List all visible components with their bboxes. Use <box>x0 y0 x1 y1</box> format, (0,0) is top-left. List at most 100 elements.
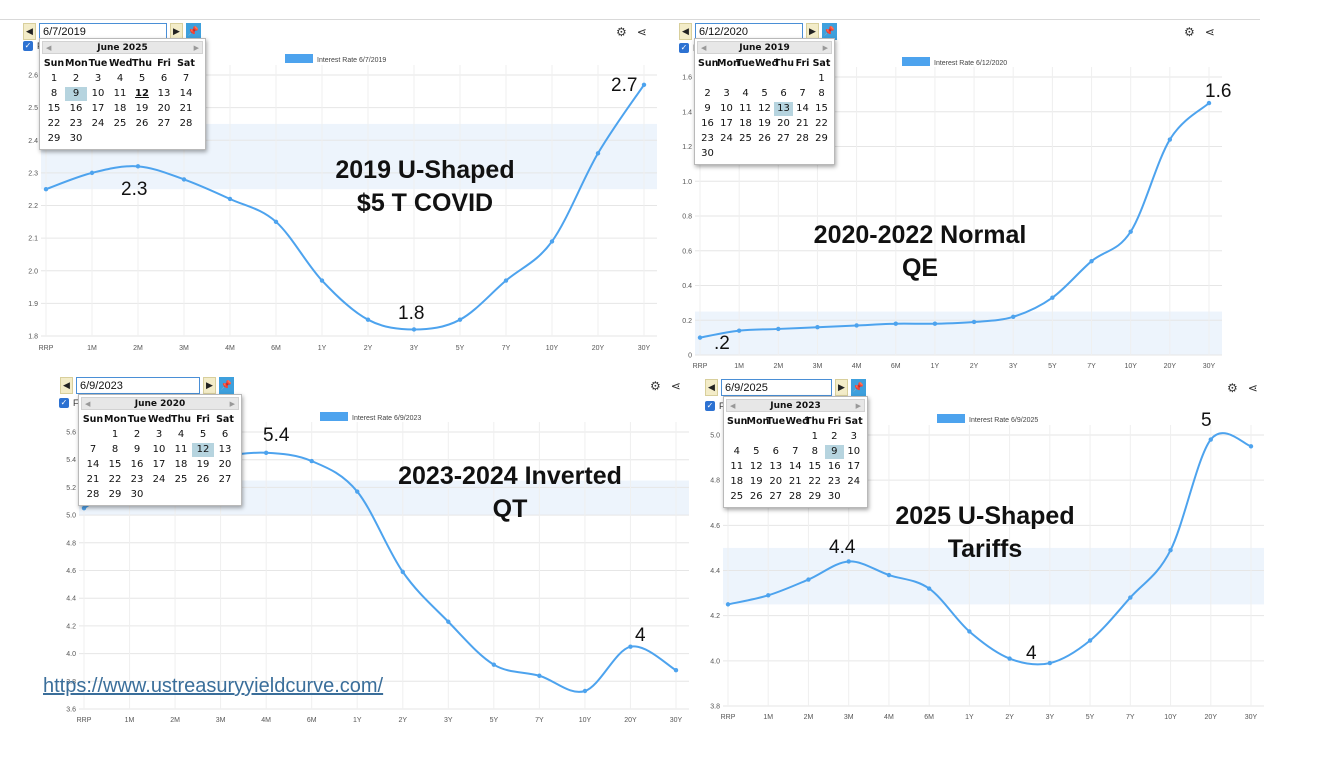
calendar-day[interactable]: 24 <box>152 474 166 485</box>
calendar-day[interactable]: 22 <box>808 476 822 487</box>
prev-month-icon[interactable]: ◀ <box>85 399 91 408</box>
calendar-day[interactable]: 28 <box>179 118 193 129</box>
calendar-day[interactable]: 25 <box>739 133 752 144</box>
prev-date-button[interactable]: ◀ <box>60 377 73 394</box>
calendar-day[interactable]: 1 <box>50 73 58 84</box>
calendar-day[interactable]: 12 <box>758 103 771 114</box>
date-input[interactable] <box>76 377 200 394</box>
series-checkbox[interactable]: ✓ <box>23 41 33 51</box>
calendar-day[interactable]: 11 <box>113 88 127 99</box>
calendar-day[interactable]: 12 <box>749 461 763 472</box>
calendar-day[interactable]: 25 <box>174 474 188 485</box>
calendar-day[interactable]: 29 <box>47 133 61 144</box>
calendar-day[interactable]: 26 <box>196 474 210 485</box>
calendar-day[interactable]: 25 <box>113 118 127 129</box>
date-input[interactable] <box>695 23 803 40</box>
calendar-day[interactable]: 4 <box>116 73 124 84</box>
calendar-day[interactable]: 11 <box>739 103 752 114</box>
prev-month-icon[interactable]: ◀ <box>730 401 736 410</box>
calendar-day[interactable]: 19 <box>758 118 771 129</box>
calendar-day[interactable]: 16 <box>69 103 83 114</box>
pin-icon[interactable]: 📌 <box>822 23 837 40</box>
calendar-day[interactable]: 9 <box>824 445 844 459</box>
calendar-day[interactable]: 30 <box>130 489 144 500</box>
calendar-day[interactable]: 24 <box>847 476 861 487</box>
calendar-day[interactable]: 30 <box>69 133 83 144</box>
calendar-day[interactable]: 18 <box>739 118 752 129</box>
calendar-day[interactable]: 13 <box>218 444 232 455</box>
calendar-day[interactable]: 24 <box>91 118 105 129</box>
calendar-day[interactable]: 4 <box>733 446 740 457</box>
calendar-day[interactable]: 17 <box>847 461 861 472</box>
calendar-day[interactable]: 7 <box>799 88 806 99</box>
calendar-day[interactable]: 7 <box>792 446 799 457</box>
calendar-day[interactable]: 28 <box>86 489 100 500</box>
calendar-day[interactable]: 20 <box>769 476 783 487</box>
calendar-day[interactable]: 2 <box>133 429 141 440</box>
next-month-icon[interactable]: ▶ <box>193 43 199 52</box>
prev-date-button[interactable]: ◀ <box>23 23 36 40</box>
calendar-day[interactable]: 26 <box>758 133 771 144</box>
calendar-day[interactable]: 15 <box>108 459 122 470</box>
series-checkbox[interactable]: ✓ <box>705 401 715 411</box>
pin-icon[interactable]: 📌 <box>186 23 201 40</box>
next-date-button[interactable]: ▶ <box>203 377 216 394</box>
calendar-day[interactable]: 24 <box>720 133 733 144</box>
calendar-day[interactable]: 10 <box>91 88 105 99</box>
calendar-day[interactable]: 23 <box>701 133 714 144</box>
calendar-day[interactable]: 8 <box>111 444 119 455</box>
calendar-day[interactable]: 8 <box>818 88 825 99</box>
pin-icon[interactable]: 📌 <box>219 377 234 394</box>
date-input[interactable] <box>721 379 832 396</box>
calendar-day[interactable]: 5 <box>199 429 207 440</box>
calendar-day[interactable]: 20 <box>777 118 790 129</box>
calendar-day[interactable]: 2 <box>831 431 838 442</box>
calendar-day[interactable]: 27 <box>157 118 171 129</box>
gear-icon[interactable]: ⚙ <box>1227 381 1238 395</box>
calendar-day[interactable]: 4 <box>177 429 185 440</box>
series-checkbox[interactable]: ✓ <box>59 398 69 408</box>
calendar-day[interactable]: 17 <box>91 103 105 114</box>
calendar-day[interactable]: 10 <box>847 446 861 457</box>
calendar-day[interactable]: 14 <box>86 459 100 470</box>
calendar-day[interactable]: 29 <box>815 133 828 144</box>
gear-icon[interactable]: ⚙ <box>1184 25 1195 39</box>
calendar-day[interactable]: 5 <box>761 88 768 99</box>
calendar-day[interactable]: 15 <box>808 461 822 472</box>
calendar-day[interactable]: 9 <box>704 103 711 114</box>
calendar-day[interactable]: 12 <box>192 443 214 457</box>
calendar-day[interactable]: 27 <box>218 474 232 485</box>
calendar-day[interactable]: 15 <box>47 103 61 114</box>
calendar-day[interactable]: 26 <box>749 491 763 502</box>
gear-icon[interactable]: ⚙ <box>616 25 627 39</box>
calendar-day[interactable]: 17 <box>720 118 733 129</box>
calendar-day[interactable]: 3 <box>155 429 163 440</box>
calendar-day[interactable]: 14 <box>179 88 193 99</box>
calendar-day[interactable]: 21 <box>796 118 809 129</box>
calendar-day[interactable]: 3 <box>850 431 857 442</box>
calendar-day[interactable]: 9 <box>65 87 87 101</box>
calendar-day[interactable]: 15 <box>815 103 828 114</box>
calendar-day[interactable]: 17 <box>152 459 166 470</box>
calendar-day[interactable]: 18 <box>113 103 127 114</box>
calendar-day[interactable]: 11 <box>174 444 188 455</box>
share-icon[interactable]: ⋖ <box>1204 25 1215 39</box>
calendar-day[interactable]: 19 <box>135 103 149 114</box>
date-input[interactable] <box>39 23 167 40</box>
calendar-day[interactable]: 4 <box>742 88 749 99</box>
calendar-day[interactable]: 6 <box>780 88 787 99</box>
calendar-day[interactable]: 30 <box>827 491 841 502</box>
prev-month-icon[interactable]: ◀ <box>701 43 707 52</box>
calendar-day[interactable]: 5 <box>138 73 146 84</box>
calendar-day[interactable]: 29 <box>108 489 122 500</box>
calendar-day[interactable]: 29 <box>808 491 822 502</box>
calendar-day[interactable]: 6 <box>772 446 779 457</box>
calendar-day[interactable]: 26 <box>135 118 149 129</box>
next-month-icon[interactable]: ▶ <box>229 399 235 408</box>
share-icon[interactable]: ⋖ <box>636 25 647 39</box>
calendar-day[interactable]: 12 <box>135 88 149 99</box>
calendar-day[interactable]: 16 <box>130 459 144 470</box>
calendar-day[interactable]: 6 <box>160 73 168 84</box>
calendar-day[interactable]: 22 <box>108 474 122 485</box>
calendar-day[interactable]: 7 <box>182 73 190 84</box>
